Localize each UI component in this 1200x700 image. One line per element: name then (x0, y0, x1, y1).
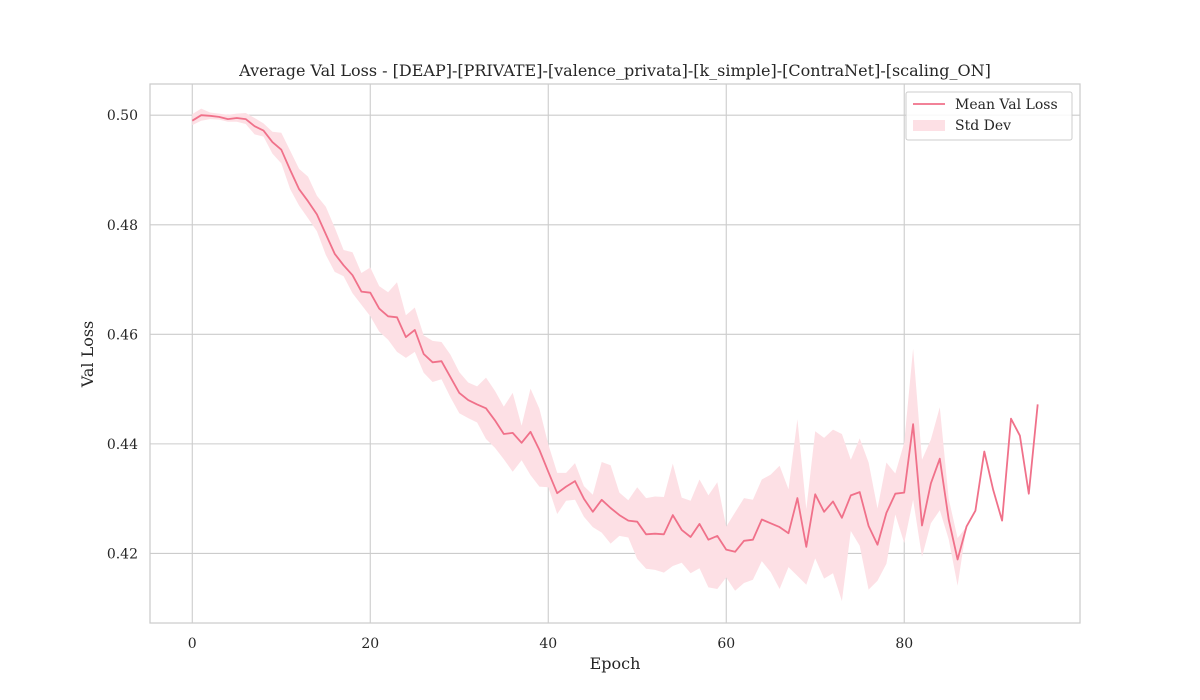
legend-box (905, 91, 1073, 141)
x-tick-label: 20 (361, 636, 379, 652)
x-tick-labels: 0 20 40 60 80 (188, 636, 913, 652)
legend-label-std: Std Dev (955, 118, 1011, 134)
y-axis-label: Val Loss (78, 321, 97, 389)
y-tick-label: 0.48 (107, 218, 138, 234)
mean-line-layer (191, 114, 1039, 561)
y-tick-label: 0.44 (107, 437, 138, 453)
x-axis-label: Epoch (590, 654, 641, 673)
x-tick-label: 60 (717, 636, 735, 652)
plot-frame (149, 83, 1081, 624)
x-tick-label: 0 (188, 636, 197, 652)
mean-val-loss-line (191, 114, 1039, 561)
y-tick-label: 0.46 (107, 327, 138, 343)
y-tick-label: 0.50 (107, 108, 138, 124)
x-tick-label: 80 (895, 636, 913, 652)
std-dev-band (192, 108, 976, 602)
legend-band-swatch (913, 120, 945, 131)
legend-label-mean: Mean Val Loss (955, 97, 1058, 113)
x-tick-label: 40 (539, 636, 557, 652)
legend: Mean Val Loss Std Dev (905, 91, 1073, 141)
chart-title: Average Val Loss - [DEAP]-[PRIVATE]-[val… (238, 61, 991, 80)
y-tick-label: 0.42 (107, 546, 138, 562)
y-tick-labels: 0.42 0.44 0.46 0.48 0.50 (107, 108, 138, 562)
std-dev-band-layer (192, 108, 976, 602)
